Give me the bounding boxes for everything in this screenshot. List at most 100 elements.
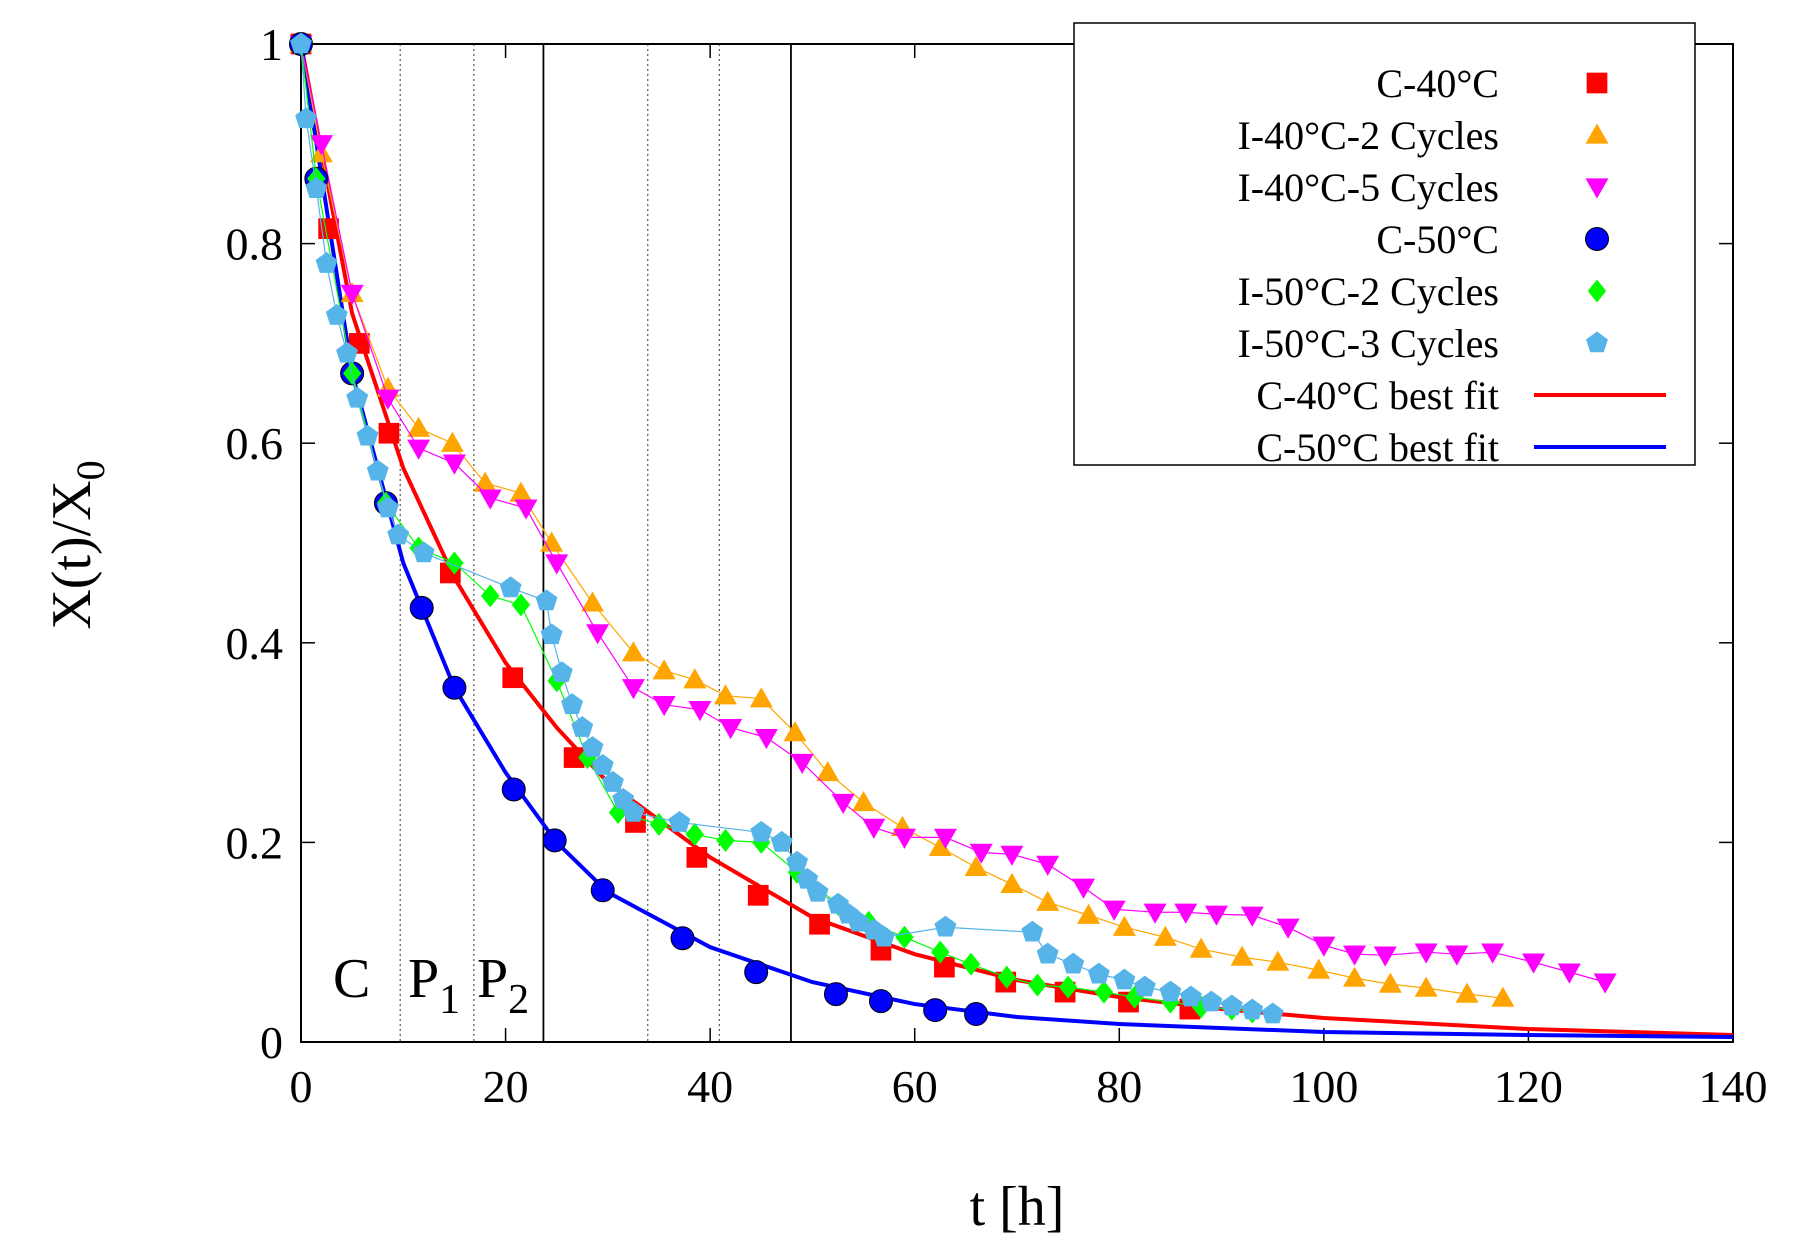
data-point bbox=[1522, 953, 1546, 974]
data-point bbox=[1133, 975, 1156, 997]
data-point bbox=[1143, 903, 1167, 924]
legend-marker bbox=[1585, 123, 1609, 144]
data-point bbox=[1307, 958, 1331, 979]
y-axis-label-main: X(t)/X bbox=[41, 480, 103, 629]
data-point bbox=[377, 496, 399, 518]
data-point bbox=[356, 424, 379, 446]
data-point bbox=[670, 926, 695, 951]
data-point bbox=[1036, 855, 1060, 876]
data-point bbox=[315, 252, 338, 273]
legend-marker bbox=[1587, 279, 1607, 303]
data-point bbox=[1220, 994, 1243, 1016]
data-point bbox=[1557, 963, 1581, 984]
data-point bbox=[511, 593, 531, 617]
data-point bbox=[1481, 943, 1505, 964]
data-point bbox=[686, 847, 708, 868]
data-point bbox=[318, 218, 339, 239]
data-point bbox=[683, 668, 707, 689]
data-point bbox=[621, 641, 645, 662]
data-point bbox=[868, 989, 893, 1014]
data-point bbox=[1189, 937, 1213, 958]
data-point bbox=[964, 1002, 989, 1027]
data-point bbox=[305, 177, 328, 199]
data-point bbox=[514, 499, 538, 520]
data-point bbox=[652, 696, 676, 717]
data-point bbox=[852, 790, 876, 812]
data-point bbox=[1021, 920, 1044, 942]
x-tick-label: 80 bbox=[1096, 1061, 1142, 1112]
x-tick-label: 100 bbox=[1289, 1061, 1358, 1112]
data-point bbox=[1343, 945, 1367, 966]
data-point bbox=[1593, 973, 1617, 994]
data-point bbox=[407, 439, 431, 460]
data-point bbox=[752, 830, 771, 854]
data-point bbox=[1036, 890, 1060, 911]
data-point bbox=[602, 771, 624, 792]
data-point bbox=[581, 591, 605, 612]
y-tick-label: 0.8 bbox=[226, 219, 284, 270]
legend-label: C-40°C bbox=[1376, 61, 1499, 106]
data-point bbox=[713, 684, 737, 705]
data-point bbox=[1000, 845, 1024, 866]
data-point bbox=[1102, 900, 1126, 921]
data-point bbox=[563, 747, 585, 768]
data-point bbox=[1455, 982, 1479, 1003]
data-point bbox=[608, 800, 628, 824]
data-point bbox=[1062, 952, 1085, 974]
annotation-sub: 1 bbox=[439, 977, 460, 1023]
legend-label: I-40°C-2 Cycles bbox=[1237, 113, 1499, 158]
data-point bbox=[750, 820, 773, 842]
data-point bbox=[290, 32, 312, 54]
data-point bbox=[1241, 998, 1264, 1020]
data-point bbox=[545, 554, 569, 575]
data-point bbox=[1153, 925, 1177, 946]
y-tick-label: 0.2 bbox=[226, 817, 284, 868]
x-tick-label: 60 bbox=[892, 1061, 938, 1112]
data-point bbox=[499, 576, 522, 598]
data-point bbox=[806, 880, 829, 902]
legend-marker bbox=[1586, 331, 1608, 353]
annotation-text: P bbox=[408, 948, 439, 1010]
annotation-sub: 2 bbox=[508, 977, 529, 1023]
data-point bbox=[770, 830, 793, 852]
data-point bbox=[1036, 942, 1059, 964]
data-point bbox=[295, 107, 318, 129]
data-point bbox=[591, 754, 614, 775]
data-point bbox=[1373, 946, 1397, 967]
data-point bbox=[859, 910, 878, 934]
legend-label: I-50°C-3 Cycles bbox=[1237, 321, 1499, 366]
data-point bbox=[1087, 962, 1110, 984]
data-point bbox=[716, 828, 735, 852]
data-point bbox=[1276, 918, 1300, 939]
y-tick-label: 0.4 bbox=[226, 618, 284, 669]
data-point bbox=[473, 471, 497, 492]
data-point bbox=[668, 810, 691, 832]
data-point bbox=[612, 787, 635, 809]
data-point bbox=[542, 828, 567, 853]
data-point bbox=[346, 386, 369, 408]
data-point bbox=[1058, 975, 1078, 999]
data-point bbox=[747, 884, 769, 906]
data-point bbox=[366, 459, 389, 481]
data-point bbox=[831, 793, 855, 814]
data-point bbox=[1200, 990, 1223, 1012]
data-point bbox=[895, 925, 914, 949]
annotation-text: P bbox=[477, 948, 508, 1010]
x-tick-label: 120 bbox=[1494, 1061, 1563, 1112]
data-point bbox=[1179, 985, 1202, 1007]
data-point bbox=[561, 693, 583, 714]
data-point bbox=[796, 867, 819, 889]
data-point bbox=[590, 878, 615, 903]
legend-marker bbox=[1585, 178, 1609, 199]
y-tick-label: 1 bbox=[260, 19, 283, 70]
data-point bbox=[719, 719, 743, 740]
y-tick-label: 0 bbox=[260, 1017, 283, 1068]
data-point bbox=[412, 541, 435, 563]
data-point bbox=[1312, 936, 1336, 957]
x-tick-label: 140 bbox=[1699, 1061, 1768, 1112]
data-point bbox=[1125, 985, 1144, 1009]
data-point bbox=[652, 659, 676, 680]
x-tick-label: 20 bbox=[483, 1061, 529, 1112]
data-point bbox=[571, 716, 594, 737]
data-point bbox=[442, 675, 467, 700]
